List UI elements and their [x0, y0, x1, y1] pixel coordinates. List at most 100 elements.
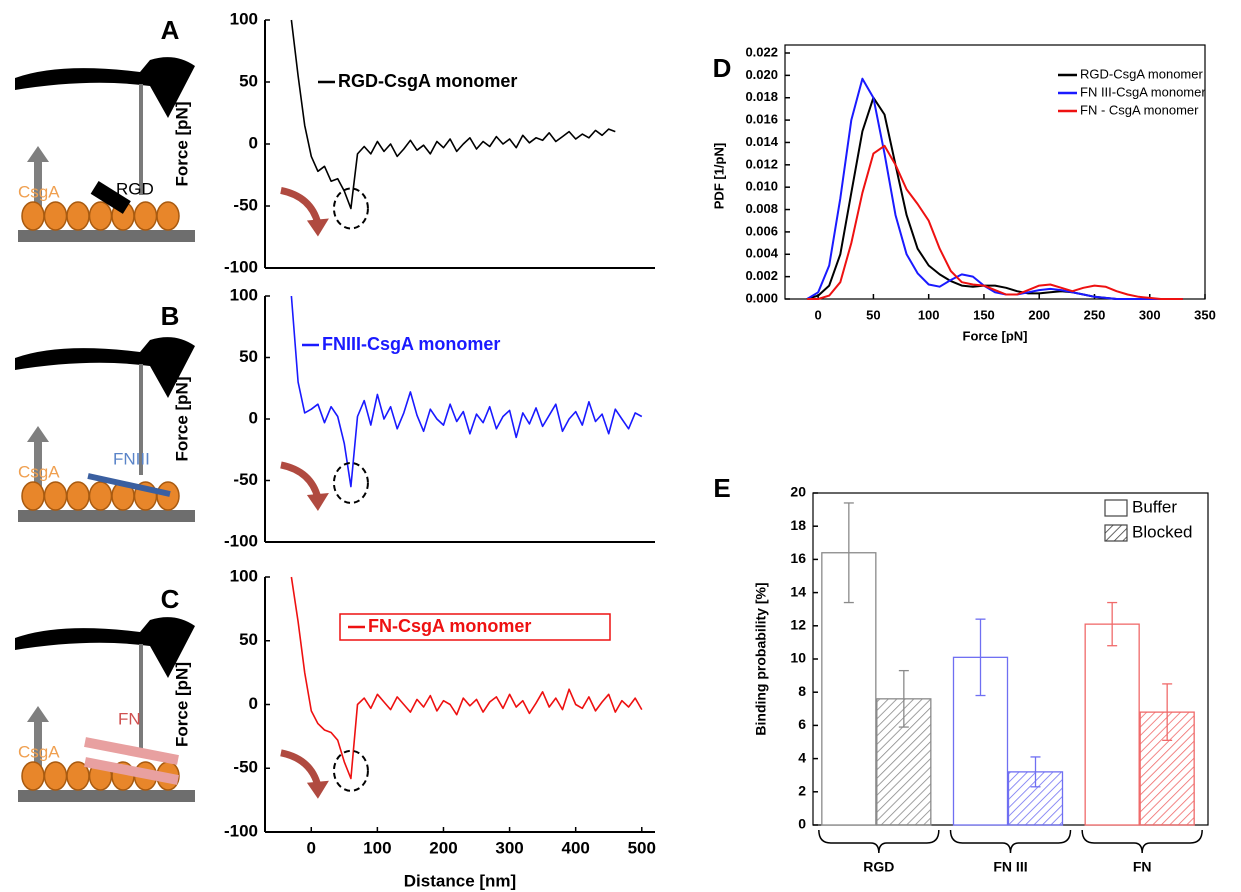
legend-swatch	[1104, 499, 1128, 517]
y-axis-label: Force [pN]	[172, 662, 191, 747]
csga-bead	[156, 201, 180, 231]
legend-frame	[339, 613, 611, 641]
legend-label: RGD-CsgA monomer	[338, 71, 517, 91]
indicator-arrowhead	[306, 218, 329, 237]
csga-bead	[66, 481, 90, 511]
y-tick-label: 0.016	[745, 112, 778, 127]
indicator-arrow	[280, 461, 322, 499]
x-tick-label: 200	[429, 838, 457, 857]
legend-label: FNIII-CsgA monomer	[322, 334, 500, 354]
legend-label: FN III-CsgA monomer	[1080, 84, 1206, 99]
y-tick-label: 50	[239, 71, 258, 90]
ligand-label: FN	[118, 709, 141, 728]
bar	[1084, 623, 1140, 826]
csga-bead	[66, 201, 90, 231]
x-tick-label: RGD	[863, 859, 894, 875]
y-tick-label: -50	[233, 758, 258, 777]
y-tick-label: 4	[798, 749, 806, 765]
y-tick-label: 0.008	[745, 201, 778, 216]
legend-label: FN-CsgA monomer	[368, 616, 531, 636]
ligand-shape	[84, 757, 179, 785]
indicator-arrow	[280, 187, 322, 225]
csga-bead	[21, 481, 45, 511]
schematic: CsgA FN	[15, 617, 195, 802]
y-tick-label: 16	[790, 550, 806, 566]
substrate-label: CsgA	[18, 742, 60, 761]
x-tick-label: 100	[918, 307, 940, 322]
y-tick-label: 0.022	[745, 44, 778, 59]
x-tick-label: 300	[1139, 307, 1161, 322]
x-tick-label: 500	[628, 838, 656, 857]
panel-label: B	[161, 301, 180, 331]
legend-label: RGD-CsgA monomer	[1080, 66, 1203, 81]
ligand-label: RGD	[116, 179, 154, 198]
y-tick-label: 10	[790, 650, 806, 666]
y-tick-label: 0.012	[745, 156, 778, 171]
y-tick-label: -100	[224, 531, 258, 550]
y-tick-label: 100	[230, 566, 258, 585]
ligand-shape	[87, 473, 171, 497]
y-tick-label: 12	[790, 617, 806, 633]
y-tick-label: 2	[798, 783, 806, 799]
csga-bead	[21, 761, 45, 791]
y-tick-label: -50	[233, 470, 258, 489]
schematic: CsgA RGD	[15, 57, 195, 242]
cantilever	[15, 617, 195, 678]
y-tick-label: -100	[224, 821, 258, 840]
panel-label: C	[161, 584, 180, 614]
x-tick-label: 150	[973, 307, 995, 322]
legend-label: Blocked	[1132, 522, 1192, 541]
substrate-label: CsgA	[18, 182, 60, 201]
ligand-shape	[84, 737, 179, 765]
y-tick-label: 8	[798, 683, 806, 699]
legend-label: FN - CsgA monomer	[1080, 102, 1199, 117]
data-line	[290, 295, 643, 488]
cantilever	[15, 57, 195, 118]
x-tick-label: FN III	[993, 859, 1027, 875]
substrate-label: CsgA	[18, 462, 60, 481]
csga-bead	[43, 481, 68, 511]
indicator-arrowhead	[306, 492, 329, 511]
legend-label: Buffer	[1132, 497, 1177, 516]
substrate	[18, 790, 195, 802]
y-tick-label: 0	[798, 816, 806, 832]
y-tick-label: 0.014	[745, 134, 778, 149]
data-line	[290, 576, 643, 780]
x-tick-label: 100	[363, 838, 391, 857]
y-tick-label: 0.018	[745, 89, 778, 104]
rupture-circle	[332, 749, 369, 792]
data-line	[807, 144, 1183, 300]
csga-bead	[88, 201, 113, 231]
y-tick-label: -100	[224, 257, 258, 276]
panel-label: A	[161, 15, 180, 45]
y-tick-label: -50	[233, 195, 258, 214]
y-tick-label: 50	[239, 630, 258, 649]
ligand-label: FNIII	[113, 449, 150, 468]
y-tick-label: 0.006	[745, 223, 778, 238]
x-tick-label: 0	[815, 307, 822, 322]
y-tick-label: 0	[249, 694, 258, 713]
y-tick-label: 100	[230, 285, 258, 304]
y-tick-label: 0	[249, 133, 258, 152]
pull-arrow	[27, 426, 49, 490]
data-line	[806, 96, 1183, 300]
pull-arrow	[27, 146, 49, 210]
indicator-arrow	[280, 749, 322, 787]
y-axis-label: PDF [1/pN]	[711, 143, 726, 209]
y-tick-label: 14	[790, 583, 806, 599]
y-axis-label: Force [pN]	[172, 102, 191, 187]
y-tick-label: 50	[239, 347, 258, 366]
x-axis-label: Distance [nm]	[404, 871, 516, 890]
substrate	[18, 510, 195, 522]
y-tick-label: 18	[790, 517, 806, 533]
ligand-shape	[90, 180, 131, 214]
x-tick-label: 350	[1194, 307, 1216, 322]
indicator-arrowhead	[306, 780, 329, 799]
csga-bead	[21, 201, 45, 231]
x-tick-label: 300	[495, 838, 523, 857]
csga-bead	[43, 201, 68, 231]
y-tick-label: 20	[790, 484, 806, 500]
data-line	[806, 77, 1183, 300]
